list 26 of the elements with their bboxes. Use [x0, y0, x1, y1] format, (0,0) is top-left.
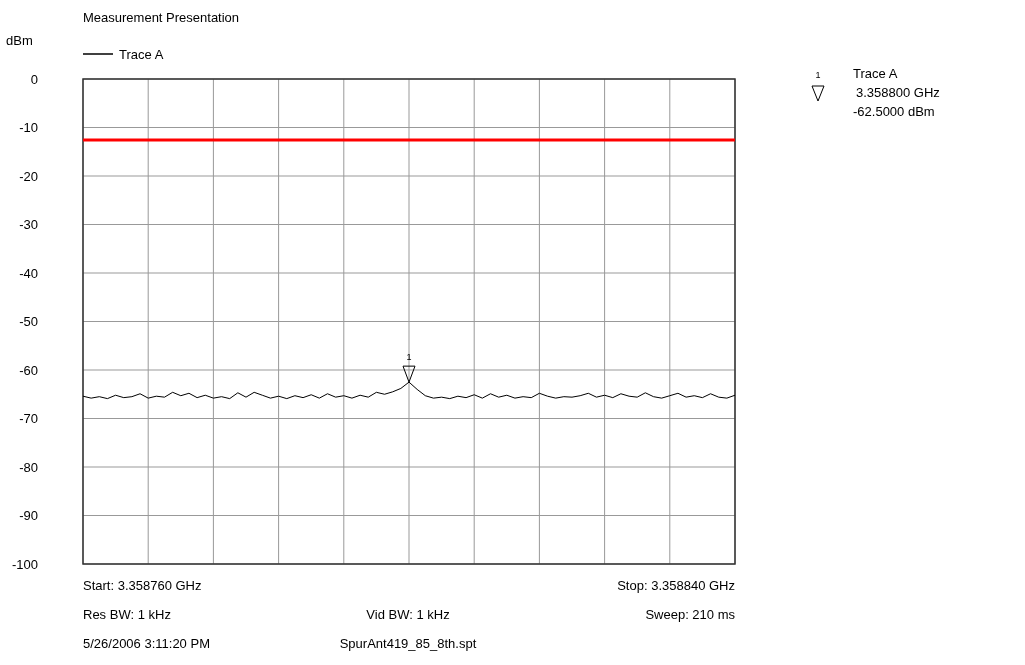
y-tick-label: -10 [19, 120, 38, 136]
text: Stop: 3.358840 GHz [617, 578, 735, 593]
annotation: 1 [406, 352, 412, 363]
y-tick-label: -50 [19, 314, 38, 330]
text: 5/26/2006 3:11:20 PM [83, 636, 210, 651]
y-tick-label: -20 [19, 168, 38, 184]
y-tick-label: -100 [11, 556, 38, 572]
text: -62.5000 dBm [853, 104, 935, 119]
text: 1 [815, 70, 821, 80]
legend-label: Trace A [119, 46, 164, 62]
y-tick-label: 0 [30, 71, 38, 87]
text: SpurAnt419_85_8th.spt [339, 636, 477, 651]
text: Vid BW: 1 kHz [366, 607, 450, 622]
chart-title: Measurement Presentation [83, 10, 240, 25]
text: 3.358800 GHz [856, 85, 940, 100]
y-tick-label: -60 [19, 362, 38, 378]
y-tick-label: -30 [19, 217, 38, 233]
y-tick-label: -90 [19, 508, 38, 524]
text: Sweep: 210 ms [645, 607, 736, 622]
y-tick-label: -80 [19, 459, 38, 475]
text: Res BW: 1 kHz [83, 607, 171, 622]
text: Trace A [853, 66, 898, 81]
y-tick-label: -70 [19, 411, 38, 427]
text: Start: 3.358760 GHz [83, 578, 202, 593]
y-axis-title: dBm [6, 33, 33, 48]
y-tick-label: -40 [19, 265, 38, 281]
